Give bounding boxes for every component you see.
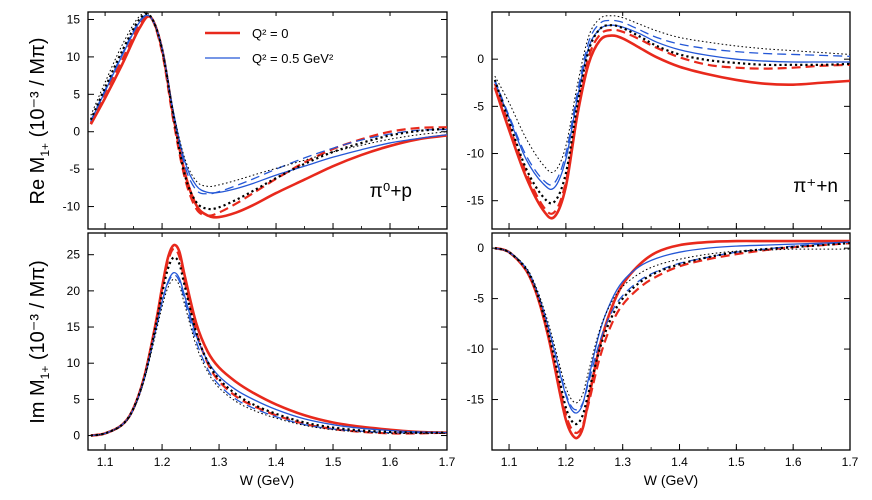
y-tick-label: 15 bbox=[67, 12, 81, 26]
series-line bbox=[494, 19, 850, 186]
y-axis-title-re: Re M1+ (10⁻³ / Mπ) bbox=[27, 38, 52, 205]
series-group bbox=[89, 12, 447, 219]
x-tick-label: 1.7 bbox=[439, 455, 456, 469]
y-tick-label: 5 bbox=[73, 87, 80, 101]
x-tick-label: 1.5 bbox=[325, 455, 342, 469]
y-tick-label: 10 bbox=[67, 50, 81, 64]
y-tick-label: 15 bbox=[67, 320, 81, 334]
x-tick-label: 1.3 bbox=[614, 455, 631, 469]
series-line bbox=[90, 256, 447, 437]
y-tick-label: 0 bbox=[477, 241, 484, 255]
panel-label-pipn: π⁺+n bbox=[793, 176, 838, 197]
series-line bbox=[493, 28, 850, 215]
y-axis-title-im-units: (10⁻³ / Mπ) bbox=[27, 260, 49, 365]
x-tick-label: 1.6 bbox=[785, 455, 802, 469]
x-tick-label: 1.3 bbox=[211, 455, 228, 469]
series-line bbox=[90, 274, 447, 437]
series-line bbox=[494, 247, 850, 404]
x-tick-label: 1.2 bbox=[154, 455, 171, 469]
y-tick-label: 20 bbox=[67, 284, 81, 298]
x-tick-label: 1.2 bbox=[558, 455, 575, 469]
x-tick-label: 1.4 bbox=[268, 455, 285, 469]
series-line bbox=[89, 15, 447, 219]
series-group bbox=[90, 243, 447, 437]
y-tick-label: -5 bbox=[473, 99, 484, 113]
series-line bbox=[494, 241, 850, 411]
y-tick-label: -5 bbox=[473, 292, 484, 306]
y-tick-label: 0 bbox=[477, 52, 484, 66]
y-axis-title-im-sub: 1+ bbox=[38, 366, 52, 380]
panel-frame-re-pi0p bbox=[87, 11, 448, 230]
series-group bbox=[493, 15, 850, 220]
y-axis-title-re-sub: 1+ bbox=[38, 143, 52, 157]
y-tick-label: -15 bbox=[467, 393, 485, 407]
panel-frame-im-pipn bbox=[491, 232, 851, 451]
y-tick-label: 5 bbox=[73, 392, 80, 406]
y-tick-label: 0 bbox=[73, 125, 80, 139]
x-tick-label: 1.4 bbox=[671, 455, 688, 469]
y-tick-label: -10 bbox=[63, 200, 81, 214]
panel-label-pi0p: π⁰+p bbox=[370, 181, 412, 202]
y-tick-label: -15 bbox=[467, 194, 485, 208]
series-line bbox=[89, 12, 447, 211]
y-tick-label: -10 bbox=[467, 147, 485, 161]
y-tick-label: 10 bbox=[67, 356, 81, 370]
x-axis-title-left: W (GeV) bbox=[240, 472, 294, 488]
series-line bbox=[493, 24, 850, 205]
legend: Q² = 0 Q² = 0.5 GeV² bbox=[205, 26, 334, 66]
series-line bbox=[90, 271, 447, 437]
x-tick-label: 1.1 bbox=[501, 455, 518, 469]
series-group bbox=[494, 239, 850, 440]
y-axis-title-re-units: (10⁻³ / Mπ) bbox=[27, 38, 49, 143]
y-axis-title-im-prefix: Im M bbox=[27, 379, 49, 423]
y-tick-label: 0 bbox=[73, 429, 80, 443]
legend-label-q05: Q² = 0.5 GeV² bbox=[252, 51, 334, 66]
x-tick-label: 1.1 bbox=[97, 455, 114, 469]
x-tick-label: 1.5 bbox=[728, 455, 745, 469]
series-line bbox=[494, 15, 850, 174]
legend-label-q0: Q² = 0 bbox=[252, 26, 289, 41]
panel-frame-im-pi0p bbox=[87, 232, 448, 451]
series-line bbox=[90, 14, 447, 194]
y-tick-label: -10 bbox=[467, 342, 485, 356]
y-axis-title-re-prefix: Re M bbox=[27, 157, 49, 205]
series-line bbox=[90, 14, 447, 195]
x-tick-label: 1.6 bbox=[382, 455, 399, 469]
series-line bbox=[90, 247, 447, 437]
panel-frame-re-pipn bbox=[491, 11, 851, 230]
series-line bbox=[493, 34, 850, 220]
plot-layer: -10 -5 0 5 10 15 -15 -10 -5 0 1.1 1.2 1.3 1.4 1.5 1.6 1.… bbox=[63, 12, 859, 469]
y-tick-label: 25 bbox=[67, 248, 81, 262]
x-tick-label: 1.7 bbox=[842, 455, 859, 469]
y-axis-title-im: Im M1+ (10⁻³ / Mπ) bbox=[27, 260, 52, 424]
series-line bbox=[494, 24, 850, 190]
y-tick-label: -5 bbox=[69, 162, 80, 176]
x-axis-title-right: W (GeV) bbox=[644, 472, 698, 488]
